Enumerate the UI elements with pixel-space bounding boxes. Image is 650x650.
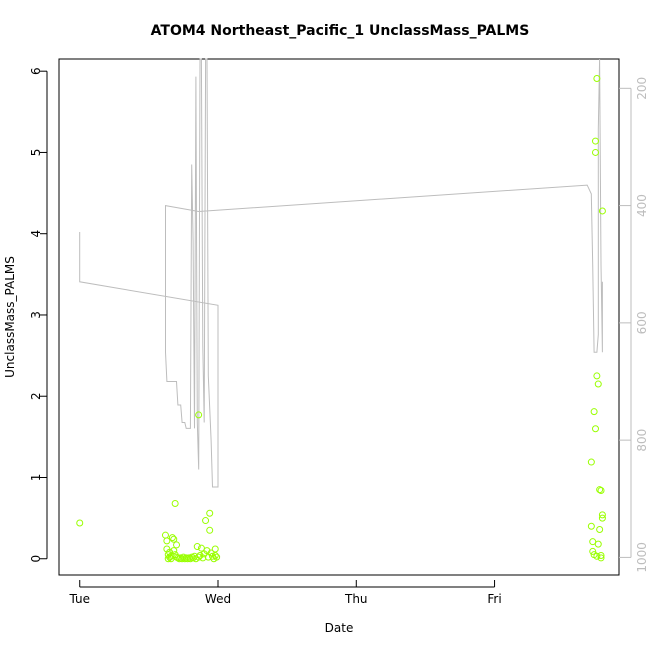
data-point [597, 554, 605, 562]
y-tick-label: 6 [29, 67, 43, 75]
data-point [211, 551, 219, 559]
data-point [593, 75, 601, 83]
data-point [594, 540, 602, 548]
data-point [161, 531, 169, 539]
x-tick-label: Fri [487, 592, 501, 606]
data-point [170, 535, 178, 543]
data-point [195, 553, 203, 561]
data-point [171, 499, 179, 507]
data-point [170, 547, 178, 555]
data-point [590, 408, 598, 416]
y-tick-label: 0 [29, 555, 43, 563]
data-point [591, 425, 599, 433]
right-y-tick-label: 600 [635, 311, 649, 334]
data-point [594, 380, 602, 388]
right-y-axis: 200 400 600 800 1000 [619, 77, 649, 573]
data-point [593, 552, 601, 560]
data-point [211, 545, 219, 553]
y-tick-label: 4 [29, 230, 43, 238]
data-point [598, 511, 606, 519]
data-point [206, 526, 214, 534]
data-point [598, 207, 606, 215]
data-point [587, 458, 595, 466]
data-point [197, 544, 205, 552]
data-point [188, 553, 196, 561]
data-point [76, 519, 84, 527]
right-y-tick-label: 800 [635, 429, 649, 452]
data-point [166, 548, 174, 556]
data-point [597, 486, 605, 494]
data-point [593, 372, 601, 380]
data-point [193, 543, 201, 551]
plot-frame [58, 58, 620, 576]
series-points-group [76, 75, 606, 563]
y-tick-label: 2 [29, 392, 43, 400]
data-point [589, 547, 597, 555]
data-point [202, 517, 210, 525]
y-axis: 0 1 2 3 4 5 6 [29, 67, 48, 563]
data-point [591, 148, 599, 156]
data-point [589, 538, 597, 546]
data-point [596, 486, 604, 494]
data-point [596, 525, 604, 533]
right-y-tick-label: 200 [635, 77, 649, 100]
x-tick-label: Thu [344, 592, 368, 606]
data-point [598, 514, 606, 522]
x-tick-label: Wed [205, 592, 231, 606]
x-axis: Tue Wed Thu Fri [68, 580, 502, 606]
data-point [587, 522, 595, 530]
data-point [597, 551, 605, 559]
y-tick-label: 3 [29, 311, 43, 319]
data-point [195, 411, 203, 419]
right-y-tick-label: 400 [635, 194, 649, 217]
data-point [163, 537, 171, 545]
x-axis-label: Date [325, 621, 354, 635]
right-y-tick-label: 1000 [635, 542, 649, 573]
x-tick-label: Tue [68, 592, 90, 606]
y-axis-label: UnclassMass_PALMS [3, 256, 17, 378]
data-point [213, 553, 221, 561]
data-point [173, 541, 181, 549]
series-line-group [79, 58, 603, 488]
data-point [206, 509, 214, 517]
y-tick-label: 5 [29, 149, 43, 157]
y-tick-label: 1 [29, 474, 43, 482]
data-point [591, 137, 599, 145]
series-line [79, 58, 603, 488]
data-point [168, 534, 176, 542]
data-point [166, 553, 174, 561]
chart-title: ATOM4 Northeast_Pacific_1 UnclassMass_PA… [151, 23, 530, 39]
